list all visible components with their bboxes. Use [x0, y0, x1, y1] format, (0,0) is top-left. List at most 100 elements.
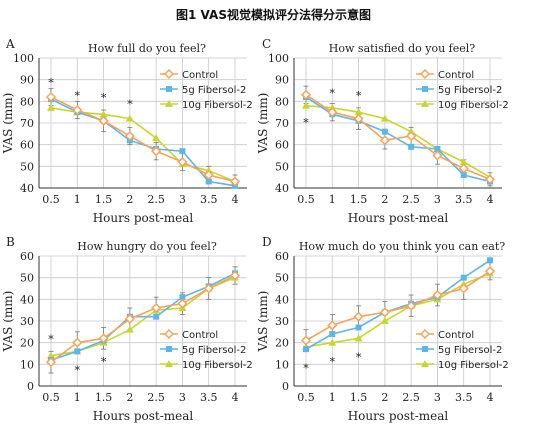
panel-letter: D	[262, 235, 272, 249]
y-tick-label: 20	[275, 337, 289, 350]
chart-title: How full do you feel?	[88, 42, 206, 55]
x-axis-label: Hours post-meal	[93, 211, 194, 225]
y-tick-label: 40	[20, 293, 34, 306]
data-point	[179, 294, 186, 301]
significance-marker: *	[330, 356, 336, 369]
y-tick-label: 90	[20, 74, 34, 87]
data-point	[47, 351, 55, 359]
data-point	[99, 110, 108, 118]
x-tick-label: 2.5	[402, 391, 420, 404]
x-tick-label: 2.5	[147, 391, 165, 404]
significance-marker: *	[127, 98, 133, 111]
data-point	[203, 283, 214, 294]
x-tick-label: 1.5	[350, 193, 368, 206]
series-line	[50, 98, 236, 187]
legend-marker	[163, 68, 175, 80]
legend-label: Control	[182, 70, 218, 81]
legend-marker	[419, 328, 431, 340]
chart-panel-a: A How full do you feel? 40 50 60 70 80 90 100 0.5…	[1, 37, 253, 225]
y-tick-label: 70	[275, 117, 289, 130]
significance-marker: *	[75, 364, 81, 377]
data-point	[458, 163, 469, 174]
data-point	[300, 335, 312, 346]
data-point	[125, 325, 134, 333]
significance-marker: *	[75, 89, 81, 102]
x-tick-label: 3	[179, 193, 186, 206]
data-point	[179, 148, 186, 155]
data-point	[47, 103, 55, 111]
data-point	[74, 348, 81, 355]
y-tick-label: 0	[282, 380, 289, 393]
x-tick-label: 2.5	[147, 193, 165, 206]
significance-marker: *	[101, 92, 107, 105]
y-tick-label: 10	[275, 358, 289, 371]
legend-marker	[163, 328, 175, 340]
data-point	[353, 311, 364, 322]
series-line	[305, 94, 491, 181]
x-tick-label: 4	[232, 391, 239, 404]
data-point	[379, 307, 390, 318]
data-point	[45, 91, 57, 103]
y-tick-label: 60	[275, 139, 289, 152]
data-point	[379, 135, 390, 146]
legend-label: Control	[438, 70, 474, 81]
data-point	[124, 313, 135, 324]
legend-label: 5g Fibersol-2	[438, 345, 502, 356]
data-point	[354, 334, 363, 342]
legend-label: 5g Fibersol-2	[438, 85, 502, 96]
data-point	[408, 143, 415, 150]
data-point	[152, 134, 161, 142]
x-tick-label: 2.5	[402, 193, 420, 206]
y-tick-label: 50	[20, 272, 34, 285]
data-point	[487, 257, 493, 264]
data-point	[406, 300, 417, 311]
legend: Control 5g Fibersol-2 10g Fibersol-2	[416, 328, 509, 371]
panel-letter: A	[5, 37, 15, 51]
y-axis-label: VAS (mm)	[256, 93, 270, 155]
y-tick-label: 10	[20, 358, 34, 371]
legend-marker	[165, 100, 173, 107]
chart-title: How satisfied do you feel?	[329, 42, 475, 55]
data-point	[327, 320, 338, 331]
data-point	[300, 89, 312, 100]
x-tick-label: 2	[381, 391, 388, 404]
data-point	[328, 338, 337, 346]
data-point	[151, 146, 162, 157]
x-tick-label: 1.5	[95, 193, 113, 206]
x-tick-label: 3.5	[455, 391, 473, 404]
data-point	[434, 146, 441, 152]
x-tick-label: 0.5	[42, 193, 60, 206]
legend-label: 10g Fibersol-2	[182, 100, 253, 111]
data-point	[302, 101, 310, 109]
x-tick-label: 3	[179, 391, 186, 404]
y-tick-label: 30	[20, 315, 34, 328]
y-axis-label: VAS (mm)	[1, 291, 15, 353]
y-tick-label: 40	[275, 182, 289, 195]
legend-label: 10g Fibersol-2	[438, 360, 509, 371]
y-tick-label: 60	[275, 250, 289, 263]
legend: Control 5g Fibersol-2 10g Fibersol-2	[416, 68, 509, 111]
data-point	[205, 178, 212, 185]
significance-marker: *	[101, 356, 107, 369]
x-tick-label: 3	[434, 193, 441, 206]
legend-label: 10g Fibersol-2	[438, 100, 509, 111]
significance-marker: *	[356, 89, 362, 102]
series-line	[50, 96, 236, 183]
x-tick-label: 0.5	[297, 391, 315, 404]
panel-letter: C	[262, 37, 271, 51]
y-tick-label: 50	[275, 272, 289, 285]
data-point	[229, 270, 241, 281]
y-tick-label: 80	[20, 95, 34, 108]
x-tick-label: 3.5	[455, 193, 473, 206]
y-tick-label: 60	[20, 250, 34, 263]
series-line	[305, 270, 491, 342]
data-point	[380, 114, 389, 122]
legend: Control 5g Fibersol-2 10g Fibersol-2	[160, 68, 253, 111]
series-line	[305, 259, 491, 350]
data-point	[124, 130, 135, 142]
y-tick-label: 70	[20, 117, 34, 130]
data-point	[406, 130, 417, 142]
y-tick-label: 40	[20, 182, 34, 195]
legend-marker	[419, 68, 431, 80]
